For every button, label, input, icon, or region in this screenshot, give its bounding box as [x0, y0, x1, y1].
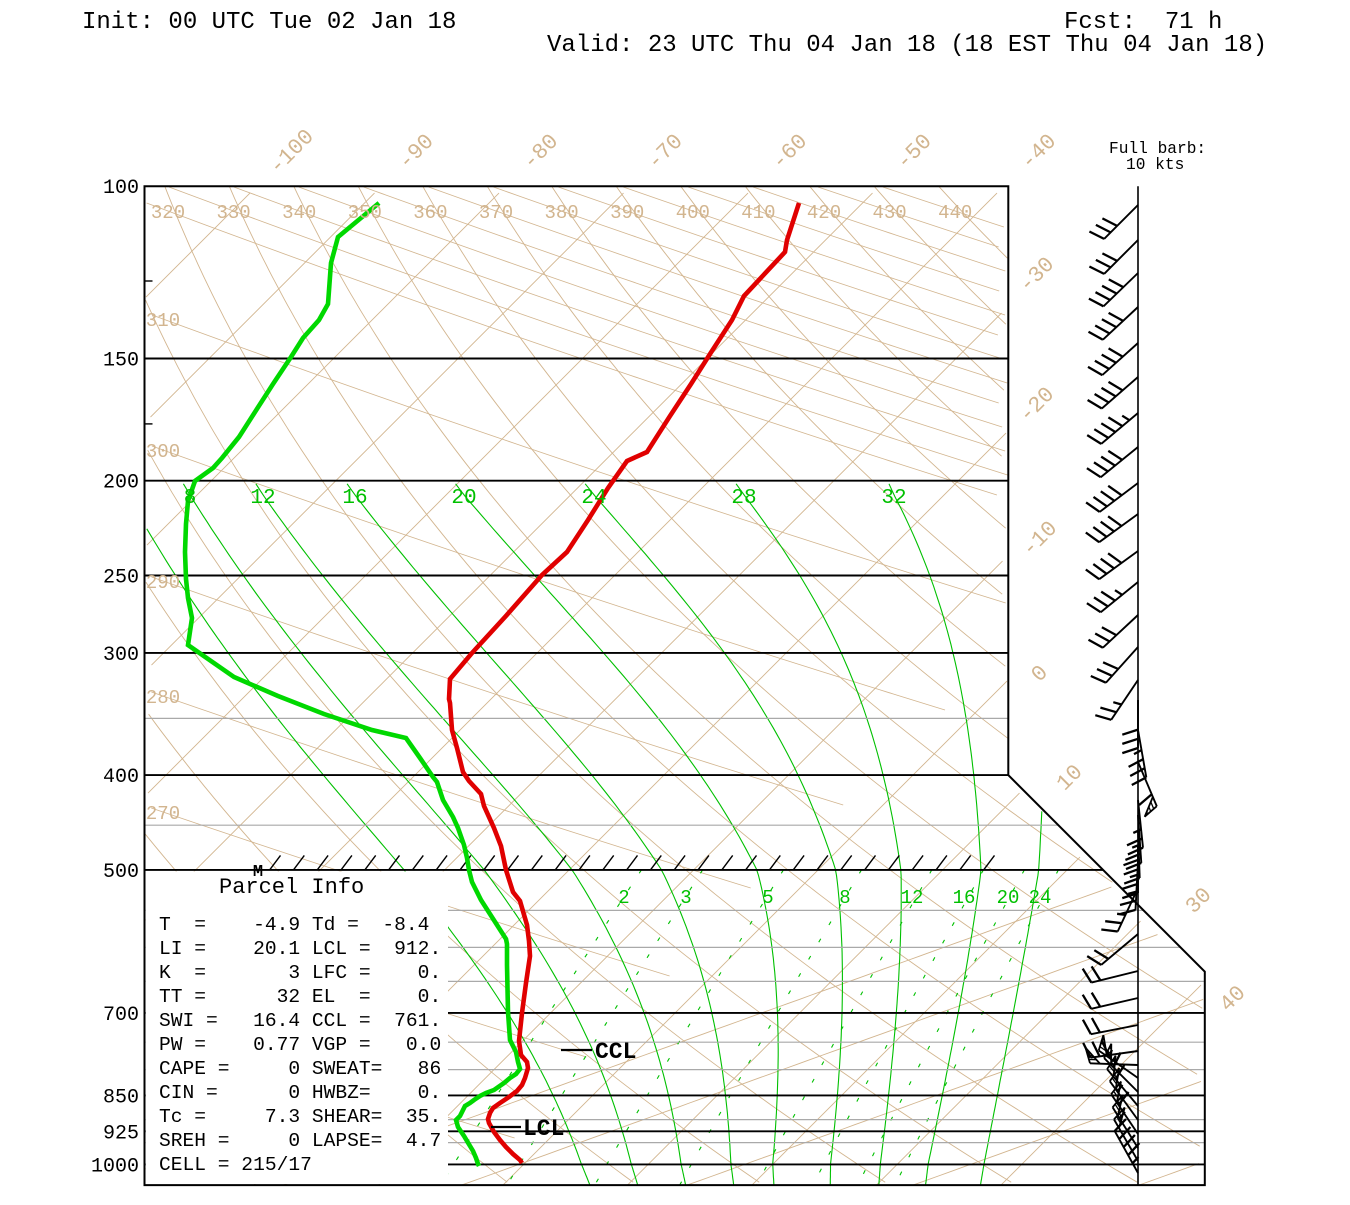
svg-text:400: 400 [103, 766, 139, 789]
svg-text:12: 12 [901, 887, 924, 909]
svg-text:8: 8 [839, 887, 850, 909]
svg-text:24: 24 [581, 487, 606, 510]
svg-text:32: 32 [881, 487, 906, 510]
svg-text:CAPE = 0 SWEAT= 86: CAPE = 0 SWEAT= 86 [159, 1058, 441, 1080]
svg-text:440: 440 [938, 202, 972, 224]
svg-text:2: 2 [618, 887, 629, 909]
svg-text:300: 300 [103, 644, 139, 667]
svg-text:280: 280 [146, 687, 180, 709]
svg-text:320: 320 [151, 202, 185, 224]
svg-text:CIN = 0 HWBZ= 0.: CIN = 0 HWBZ= 0. [159, 1082, 441, 1104]
svg-text:3: 3 [680, 887, 691, 909]
svg-text:700: 700 [103, 1004, 139, 1027]
svg-text:K = 3 LFC = 0.: K = 3 LFC = 0. [159, 962, 441, 984]
svg-text:390: 390 [610, 202, 644, 224]
svg-text:PW = 0.77 VGP = 0.0: PW = 0.77 VGP = 0.0 [159, 1034, 441, 1056]
svg-text:360: 360 [413, 202, 447, 224]
svg-text:925: 925 [103, 1122, 139, 1145]
svg-text:16: 16 [953, 887, 976, 909]
svg-text:5: 5 [762, 887, 773, 909]
svg-text:100: 100 [103, 177, 139, 200]
svg-text:10 kts: 10 kts [1126, 156, 1184, 174]
svg-text:8: 8 [184, 487, 197, 510]
svg-text:16: 16 [342, 487, 367, 510]
svg-text:380: 380 [544, 202, 578, 224]
svg-text:SWI = 16.4 CCL = 761.: SWI = 16.4 CCL = 761. [159, 1010, 441, 1032]
svg-text:SREH = 0 LAPSE= 4.7: SREH = 0 LAPSE= 4.7 [159, 1130, 441, 1152]
svg-text:270: 270 [146, 803, 180, 825]
svg-text:430: 430 [872, 202, 906, 224]
svg-text:150: 150 [103, 349, 139, 372]
svg-text:CCL: CCL [595, 1039, 636, 1065]
svg-text:290: 290 [146, 572, 180, 594]
svg-text:370: 370 [479, 202, 513, 224]
svg-text:20: 20 [997, 887, 1020, 909]
svg-text:350: 350 [348, 202, 382, 224]
svg-text:LI = 20.1 LCL = 912.: LI = 20.1 LCL = 912. [159, 938, 441, 960]
svg-text:28: 28 [731, 487, 756, 510]
svg-text:400: 400 [676, 202, 710, 224]
svg-text:200: 200 [103, 472, 139, 495]
svg-text:250: 250 [103, 566, 139, 589]
svg-text:12: 12 [250, 487, 275, 510]
svg-text:TT = 32 EL = 0.: TT = 32 EL = 0. [159, 986, 441, 1008]
svg-text:Parcel Info: Parcel Info [219, 875, 364, 900]
svg-text:310: 310 [146, 310, 180, 332]
svg-text:300: 300 [146, 441, 180, 463]
svg-text:Tc = 7.3 SHEAR= 35.: Tc = 7.3 SHEAR= 35. [159, 1106, 441, 1128]
svg-text:T = -4.9 Td = -8.4: T = -4.9 Td = -8.4 [159, 914, 429, 936]
svg-text:340: 340 [282, 202, 316, 224]
svg-text:Valid: 23 UTC Thu 04 Jan 18 (1: Valid: 23 UTC Thu 04 Jan 18 (18 EST Thu … [547, 32, 1267, 59]
svg-text:410: 410 [741, 202, 775, 224]
svg-text:20: 20 [451, 487, 476, 510]
svg-text:850: 850 [103, 1086, 139, 1109]
svg-text:CELL = 215/17: CELL = 215/17 [159, 1154, 312, 1176]
svg-text:Init: 00 UTC Tue 02 Jan 18: Init: 00 UTC Tue 02 Jan 18 [82, 9, 456, 36]
svg-text:LCL: LCL [523, 1116, 564, 1142]
svg-text:24: 24 [1029, 887, 1052, 909]
svg-text:1000: 1000 [91, 1155, 139, 1178]
svg-text:420: 420 [807, 202, 841, 224]
svg-text:330: 330 [216, 202, 250, 224]
svg-text:500: 500 [103, 861, 139, 884]
